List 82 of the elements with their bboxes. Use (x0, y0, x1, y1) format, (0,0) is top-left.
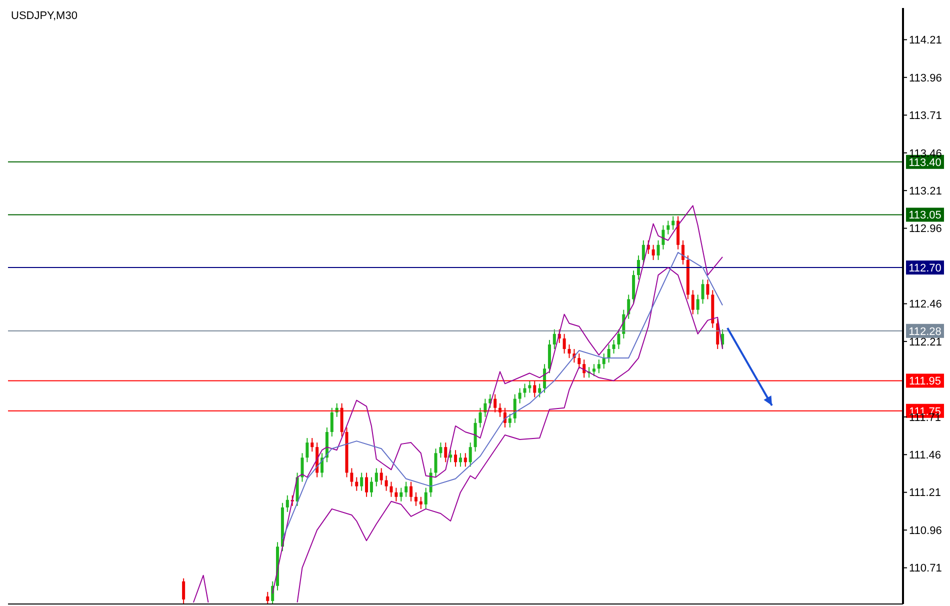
candlestick (400, 487, 403, 502)
candlestick (656, 240, 660, 260)
candlestick (592, 364, 596, 377)
candlestick (454, 450, 458, 468)
candlestick (597, 359, 600, 374)
candlestick (464, 452, 467, 468)
candlestick (410, 481, 413, 502)
candlestick (458, 452, 462, 468)
candlestick (384, 475, 388, 492)
candlestick (419, 496, 422, 510)
candlestick (652, 244, 655, 260)
candlestick (439, 442, 442, 458)
candlestick (662, 224, 665, 250)
candlestick (380, 468, 383, 486)
candlestick (424, 487, 428, 510)
candlestick (701, 279, 704, 304)
ref-line-label: 113.40 (908, 156, 942, 169)
candlestick (691, 290, 694, 315)
candlestick (434, 448, 438, 478)
candlestick (642, 240, 645, 266)
ref-line-label: 111.95 (908, 376, 942, 388)
candlestick (444, 442, 448, 463)
y-tick-label: 113.71 (909, 110, 942, 122)
line-series (296, 267, 724, 603)
candlestick (468, 442, 472, 468)
candlestick (568, 344, 571, 359)
y-tick-label: 111.21 (909, 487, 942, 500)
candlestick (578, 353, 581, 370)
candlestick (449, 450, 452, 463)
candlestick (374, 468, 378, 487)
candlestick (716, 318, 720, 350)
y-tick-label: 110.71 (909, 562, 942, 575)
ref-line-label: 112.28 (908, 326, 942, 338)
candlestick (365, 472, 368, 498)
y-tick-label: 113.96 (909, 72, 942, 84)
candlestick (478, 407, 482, 428)
candlestick (607, 344, 610, 364)
candlestick (528, 380, 532, 394)
candlestick (696, 294, 700, 315)
y-tick-label: 113.21 (909, 185, 942, 198)
candlestick (394, 487, 398, 502)
y-tick-label: 112.96 (909, 223, 942, 236)
candlestick (523, 383, 526, 398)
candlestick (533, 380, 536, 398)
candlestick (429, 468, 432, 498)
y-tick-label: 114.21 (909, 34, 942, 47)
candlestick (355, 476, 358, 492)
candlestick (494, 394, 497, 413)
candlestick (414, 492, 418, 506)
ref-line-label: 113.05 (908, 210, 942, 222)
candlestick (552, 328, 556, 350)
candlestick (612, 339, 616, 354)
candlestick (300, 452, 304, 482)
candlestick (266, 591, 270, 604)
y-tick-label: 111.46 (909, 450, 942, 462)
candlestick (320, 452, 324, 478)
candlestick (672, 216, 675, 230)
candlestick (666, 220, 670, 235)
candlestick (538, 383, 542, 398)
candlestick (404, 481, 408, 498)
candlestick (182, 578, 186, 604)
candlestick (636, 254, 640, 280)
candlestick (286, 494, 289, 512)
candlestick (706, 279, 710, 300)
candlestick (508, 413, 512, 428)
candlestick (562, 333, 566, 354)
candlestick (350, 468, 354, 487)
y-tick-label: 110.96 (909, 524, 942, 537)
candlestick (360, 472, 364, 492)
candlestick (627, 294, 630, 320)
ref-line-label: 112.70 (908, 262, 942, 275)
candlestick (390, 481, 393, 498)
candlestick (518, 388, 522, 404)
candlestick (617, 328, 620, 350)
candlestick (370, 476, 373, 498)
candlestick (602, 353, 606, 370)
candlestick (330, 407, 334, 438)
y-tick-label: 112.21 (909, 336, 942, 348)
y-tick-label: 112.46 (909, 298, 942, 311)
chart-title: USDJPY,M30 (11, 10, 78, 22)
candlestick (310, 438, 314, 452)
candlestick (306, 438, 309, 463)
